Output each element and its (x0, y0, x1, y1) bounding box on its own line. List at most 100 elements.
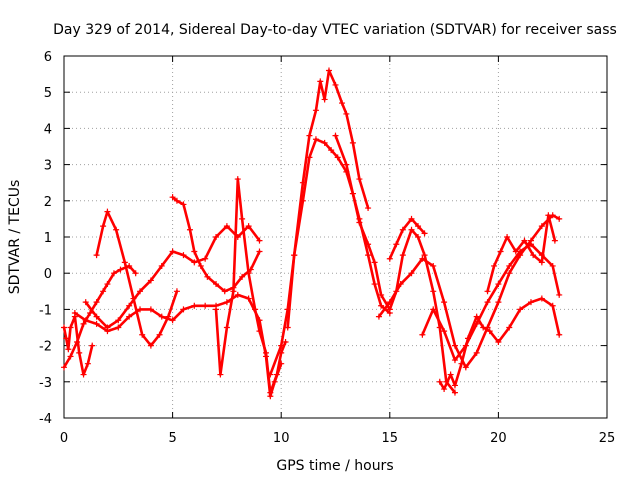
data-point (213, 234, 220, 240)
x-tick-label: 25 (599, 431, 616, 446)
data-point (113, 226, 120, 233)
series-track-8 (284, 136, 393, 331)
data-point (365, 252, 372, 259)
data-point (245, 223, 252, 230)
series-track-13 (484, 212, 558, 295)
data-point (356, 219, 363, 226)
data-point (180, 252, 187, 259)
y-tick-label: -3 (39, 376, 52, 391)
data-point (65, 346, 72, 353)
data-point (284, 324, 291, 331)
data-point (386, 299, 393, 306)
data-point (173, 288, 180, 295)
tick-layer: 0 5 10 15 20 25 -4 -3 -2 -1 0 1 2 3 4 5 6 (39, 50, 615, 446)
data-point (89, 342, 96, 349)
data-point (538, 295, 545, 302)
data-point (202, 302, 209, 309)
data-point (317, 78, 324, 85)
series-track-9 (332, 132, 458, 396)
data-point (556, 331, 563, 338)
data-point (408, 215, 415, 222)
data-point (419, 331, 426, 338)
data-point (349, 139, 356, 146)
data-point (441, 299, 448, 306)
series-track-3 (82, 223, 263, 331)
data-point (399, 226, 406, 233)
data-point (408, 270, 415, 277)
data-point (169, 248, 176, 255)
series-line (486, 214, 557, 293)
data-point (197, 262, 204, 269)
data-point (213, 281, 220, 288)
data-point (245, 270, 252, 277)
data-point (158, 262, 165, 269)
y-tick-label: 0 (44, 267, 52, 282)
data-point (234, 176, 241, 183)
plot-frame (63, 55, 608, 419)
data-point (343, 161, 350, 168)
data-point (93, 299, 100, 306)
data-point (375, 313, 382, 320)
data-point (527, 299, 534, 306)
data-point (71, 313, 78, 320)
data-point (393, 241, 400, 248)
data-point (115, 317, 122, 324)
data-point (256, 237, 263, 244)
series-line (268, 69, 370, 376)
data-point (480, 324, 487, 331)
data-point (239, 273, 246, 280)
series-track-7 (267, 67, 372, 378)
data-point (256, 328, 263, 335)
data-point (306, 132, 313, 139)
data-point (458, 360, 465, 367)
data-point (126, 302, 133, 309)
data-point (334, 154, 341, 161)
data-point (291, 252, 298, 259)
series-line (377, 214, 561, 369)
y-tick-label: -2 (39, 340, 52, 355)
data-point (110, 270, 117, 277)
data-point (82, 317, 89, 324)
y-tick-label: -4 (39, 412, 52, 427)
y-tick-label: 4 (44, 122, 52, 137)
grid-layer (63, 55, 608, 419)
data-point (67, 324, 74, 331)
data-point (386, 255, 393, 262)
data-point (61, 364, 67, 371)
data-point (221, 288, 228, 295)
y-tick-label: 5 (44, 86, 52, 101)
data-point (299, 197, 306, 204)
data-point (451, 342, 458, 349)
data-point (486, 328, 493, 335)
data-point (504, 234, 511, 240)
data-point (473, 313, 480, 320)
data-point (93, 320, 100, 327)
data-point (100, 288, 107, 295)
data-point (137, 306, 144, 313)
data-point (506, 262, 513, 269)
series-line (334, 134, 457, 395)
data-point (202, 255, 209, 262)
data-point (325, 67, 332, 74)
data-point (169, 194, 176, 201)
data-point (186, 226, 193, 233)
data-point (234, 291, 241, 298)
data-point (267, 371, 274, 378)
data-point (339, 100, 346, 107)
data-point (306, 154, 313, 161)
x-tick-label: 10 (273, 431, 290, 446)
data-point (517, 306, 524, 313)
data-point (512, 248, 519, 255)
data-point (126, 313, 133, 320)
data-point (497, 248, 504, 255)
data-point (430, 288, 437, 295)
data-point (556, 291, 563, 298)
data-point (282, 338, 289, 345)
data-point (386, 306, 393, 313)
data-point (447, 371, 454, 378)
data-point (441, 386, 448, 393)
data-point (549, 302, 556, 309)
data-point (441, 328, 448, 335)
data-point (527, 241, 534, 248)
data-point (321, 139, 328, 146)
